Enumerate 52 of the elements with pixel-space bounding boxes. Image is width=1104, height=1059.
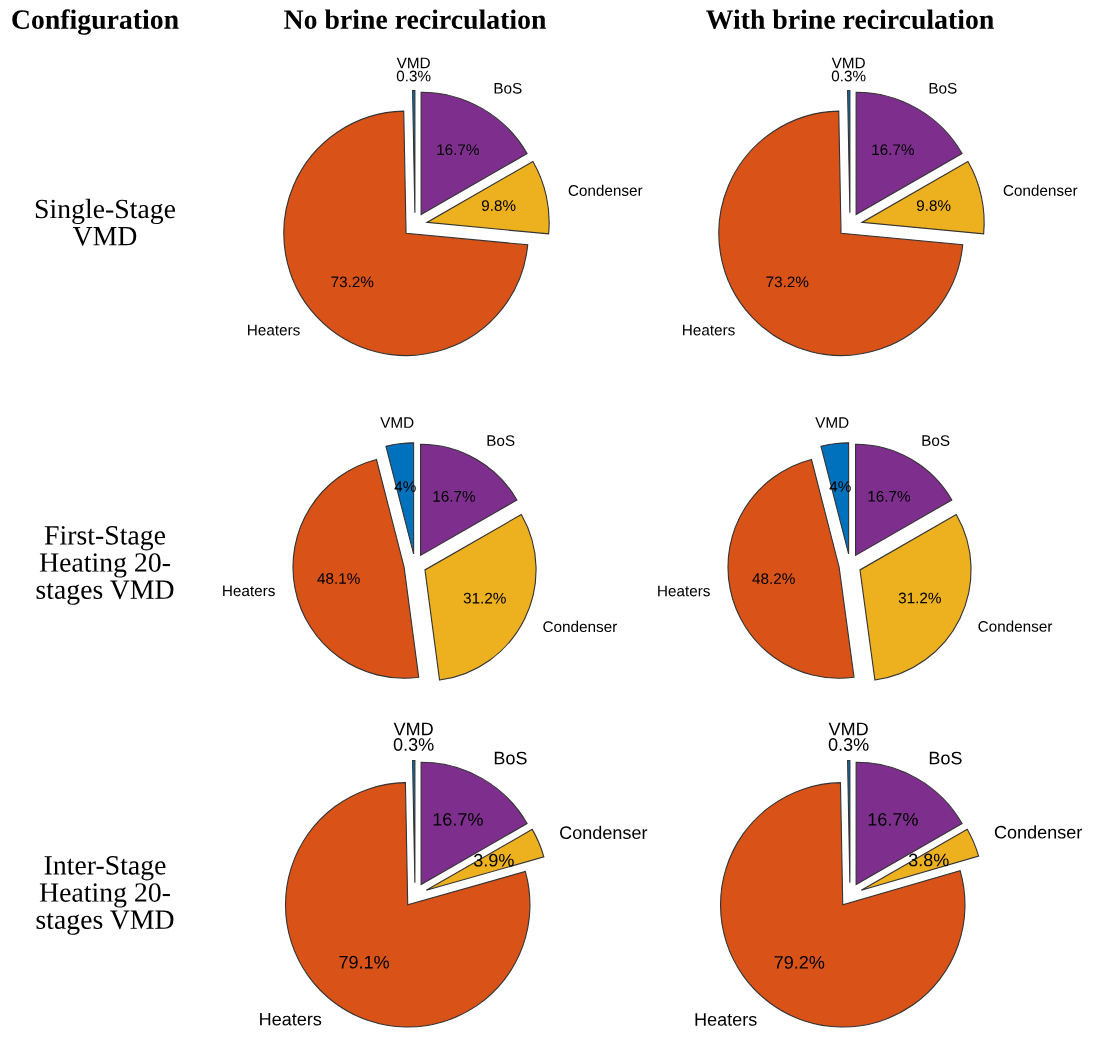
slice-label: Heaters (683, 324, 735, 336)
text: Inter-Stage Heating 20- stages VMD (36, 856, 174, 935)
slice-label: Condenser (560, 825, 648, 840)
data-label: 79.1% (339, 955, 390, 969)
slice-label: BoS (487, 435, 515, 447)
data-label: 3.9% (473, 853, 514, 867)
data-label: 16.7% (433, 813, 483, 826)
slice-label: Heaters (248, 324, 300, 336)
data-label: 9.8% (916, 200, 951, 211)
slice-label: BoS (494, 82, 522, 94)
slice-label: Condenser (568, 184, 643, 196)
slice-label: Heaters (695, 1013, 757, 1026)
data-label: 31.2% (463, 592, 506, 604)
slice-label: BoS (929, 82, 957, 94)
slice-label: Condenser (1003, 184, 1078, 196)
data-label: 16.7% (433, 490, 476, 502)
slice-label: Heaters (658, 585, 710, 597)
text: First-Stage Heating 20- stages VMD (36, 526, 174, 605)
slice-label: VMD (396, 57, 430, 69)
slice-label: VMD (393, 722, 433, 736)
slice-label: BoS (922, 435, 950, 446)
slice-label: Heaters (223, 585, 275, 597)
data-label: 16.7% (872, 144, 914, 156)
data-label: 79.2% (774, 955, 825, 969)
data-label: 73.2% (766, 276, 809, 288)
text: Configuration (12, 9, 179, 35)
data-label: 0.3% (393, 738, 434, 751)
data-label: 0.3% (828, 738, 869, 751)
data-label: 48.1% (317, 573, 360, 584)
data-label: 0.3% (831, 70, 866, 82)
data-label: 3.8% (908, 853, 949, 867)
slice-label: VMD (380, 417, 414, 428)
slice-label: Condenser (994, 825, 1082, 839)
text: Single-Stage VMD (35, 198, 176, 246)
slice-label: Heaters (260, 1012, 322, 1026)
chart-title: With brine recirculation (706, 9, 994, 30)
slice-label: Condenser (978, 620, 1053, 632)
chart-title: No brine recirculation (284, 9, 547, 30)
data-label: 16.7% (437, 144, 479, 156)
data-label: 48.2% (752, 573, 795, 585)
data-label: 0.3% (396, 70, 431, 82)
data-label: 73.2% (331, 276, 374, 288)
slice-label: VMD (815, 417, 849, 428)
data-label: 31.2% (898, 592, 941, 604)
slice-label: Condenser (543, 620, 618, 633)
slice-label: BoS (929, 751, 962, 765)
slice-label: VMD (831, 57, 865, 69)
data-label: 9.8% (481, 200, 516, 211)
data-label: 16.7% (868, 813, 918, 826)
slice-label: VMD (828, 722, 868, 736)
data-label: 16.7% (868, 490, 911, 502)
slice-label: BoS (494, 751, 527, 765)
